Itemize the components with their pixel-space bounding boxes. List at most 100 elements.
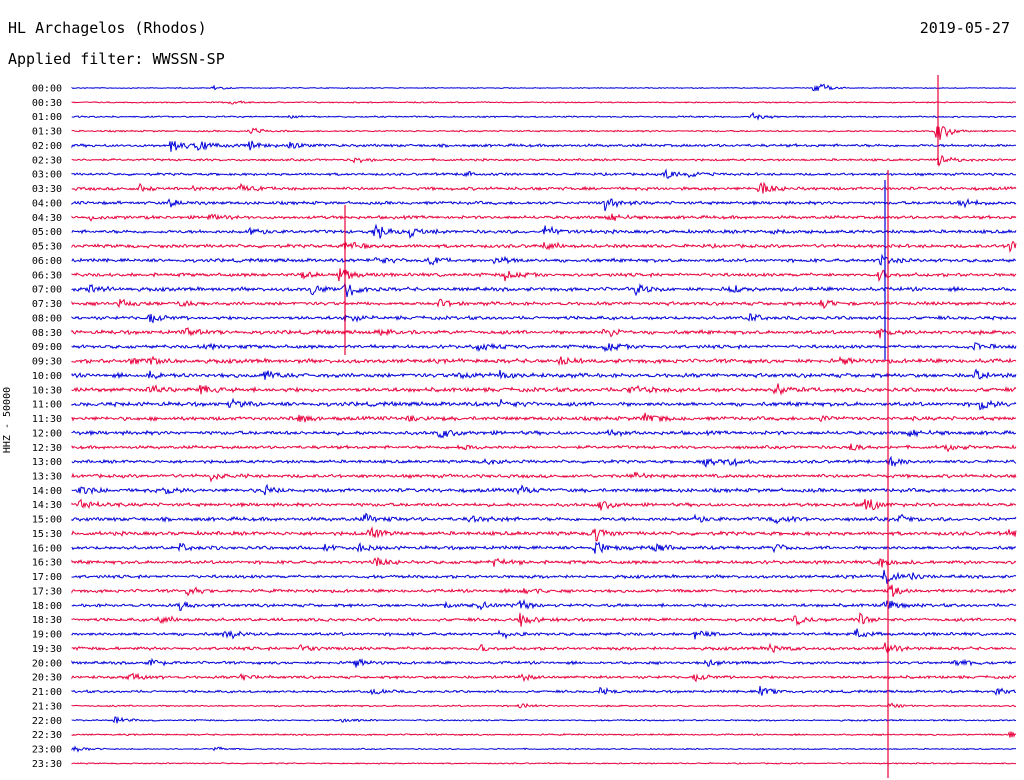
time-label: 08:30 (32, 328, 62, 339)
time-label: 22:30 (32, 730, 62, 741)
time-label: 06:00 (32, 256, 62, 267)
time-label: 23:00 (32, 745, 62, 756)
trace-line (71, 197, 1017, 212)
trace-line (71, 556, 1017, 568)
trace-line (71, 672, 1017, 683)
time-label: 11:00 (32, 400, 62, 411)
trace-line (71, 428, 1017, 439)
time-label: 00:00 (32, 84, 62, 95)
time-label: 20:00 (32, 658, 62, 669)
time-label: 18:00 (32, 601, 62, 612)
trace-line (71, 412, 1017, 423)
time-label: 02:30 (32, 155, 62, 166)
time-label: 13:30 (32, 471, 62, 482)
time-label: 15:30 (32, 529, 62, 540)
time-label: 05:00 (32, 227, 62, 238)
trace-line (71, 125, 1017, 140)
trace-line (71, 761, 1016, 765)
time-label: 03:30 (32, 184, 62, 195)
trace-line (71, 731, 1017, 738)
time-label: 12:30 (32, 443, 62, 454)
trace-line (71, 686, 1016, 696)
trace-line (71, 168, 1017, 180)
time-label: 17:30 (32, 586, 62, 597)
time-label: 08:00 (32, 313, 62, 324)
trace-line (71, 213, 1017, 222)
time-label: 12:00 (32, 428, 62, 439)
time-label: 21:30 (32, 701, 62, 712)
trace-line (71, 628, 1017, 640)
trace-line (71, 111, 1017, 121)
time-label: 01:30 (32, 127, 62, 138)
trace-line (71, 584, 1017, 597)
time-label: 15:00 (32, 515, 62, 526)
trace-line (71, 83, 1017, 92)
time-label: 13:00 (32, 457, 62, 468)
trace-line (71, 612, 1017, 627)
trace-line (71, 368, 1017, 380)
time-label: 14:00 (32, 486, 62, 497)
time-label: 16:30 (32, 558, 62, 569)
trace-line (71, 598, 1017, 612)
trace-line (71, 657, 1017, 668)
trace-line (71, 397, 1017, 411)
trace-line (71, 471, 1017, 483)
time-label: 04:00 (32, 198, 62, 209)
time-label: 21:00 (32, 687, 62, 698)
trace-line (71, 702, 1017, 709)
time-label: 20:30 (32, 673, 62, 684)
trace-line (71, 253, 1016, 266)
trace-line (71, 512, 1017, 525)
time-label: 10:30 (32, 385, 62, 396)
trace-line (71, 240, 1017, 253)
trace-line (71, 483, 1017, 496)
time-label: 19:30 (32, 644, 62, 655)
time-label: 03:00 (32, 170, 62, 181)
record-date: 2019-05-27 (919, 19, 1010, 37)
filter-label: Applied filter: WWSSN-SP (8, 50, 225, 68)
time-label: 17:00 (32, 572, 62, 583)
trace-line (71, 355, 1017, 366)
trace-line (71, 181, 1017, 194)
time-label: 07:00 (32, 285, 62, 296)
time-label: 22:00 (32, 716, 62, 727)
time-label: 10:00 (32, 371, 62, 382)
time-label: 07:30 (32, 299, 62, 310)
trace-line (71, 140, 1017, 152)
trace-line (71, 455, 1017, 468)
trace-line (71, 541, 1017, 554)
trace-line (71, 342, 1017, 353)
trace-line (71, 642, 1017, 654)
time-label: 02:00 (32, 141, 62, 152)
trace-line (71, 313, 1017, 324)
trace-line (71, 100, 1017, 105)
time-label: 09:00 (32, 342, 62, 353)
trace-line (71, 154, 1017, 167)
trace-line (71, 298, 1017, 310)
trace-line (71, 443, 1017, 453)
trace-line (71, 498, 1017, 511)
time-label: 14:30 (32, 500, 62, 511)
time-label: 18:30 (32, 615, 62, 626)
trace-line (71, 526, 1017, 542)
time-label: 04:30 (32, 213, 62, 224)
trace-line (71, 223, 1017, 239)
time-label: 09:30 (32, 357, 62, 368)
trace-line (71, 569, 1017, 584)
trace-line (71, 383, 1017, 396)
time-label: 05:30 (32, 242, 62, 253)
time-label: 23:30 (32, 759, 62, 770)
station-title: HL Archagelos (Rhodos) (8, 19, 207, 37)
time-label: 16:00 (32, 543, 62, 554)
trace-line (71, 745, 1017, 753)
time-label: 06:30 (32, 270, 62, 281)
trace-line (71, 327, 1016, 339)
time-label: 19:00 (32, 630, 62, 641)
time-label: 00:30 (32, 98, 62, 109)
time-label: 11:30 (32, 414, 62, 425)
trace-line (71, 268, 1017, 283)
trace-line (71, 715, 1017, 724)
time-label: 01:00 (32, 112, 62, 123)
trace-line (71, 283, 1017, 298)
